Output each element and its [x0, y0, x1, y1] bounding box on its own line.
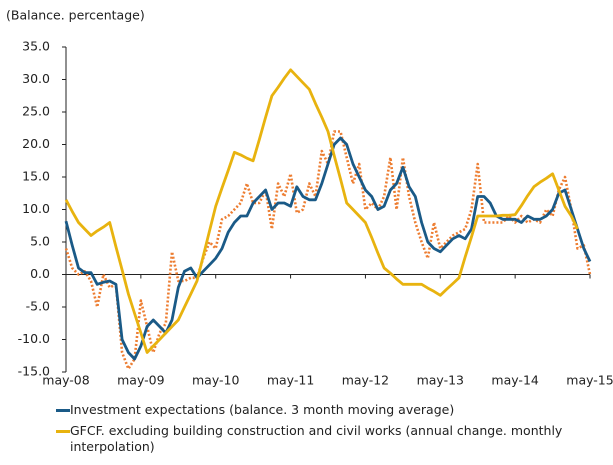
legend-item: GFCF. excluding building construction an… — [56, 423, 606, 455]
chart: (Balance. percentage) -15.0 -10.0 -5.0 0.0 5… — [6, 8, 613, 388]
y-tick-label: 25.0 — [22, 104, 50, 119]
x-tick-label: may-13 — [417, 373, 464, 388]
series-line — [64, 136, 592, 361]
series-line — [64, 68, 579, 354]
y-tick-label: 0.0 — [30, 266, 50, 281]
legend-label: Investment expectations (balance. 3 mont… — [70, 402, 455, 417]
y-tick-label: 20.0 — [22, 136, 50, 151]
x-tick-label: may-15 — [566, 373, 613, 388]
y-tick-label: 35.0 — [22, 39, 50, 54]
y-tick-label: -10.0 — [18, 331, 50, 346]
x-tick-label: may-14 — [491, 373, 538, 388]
x-tick-label: may-09 — [117, 373, 164, 388]
x-tick-label: may-12 — [342, 373, 389, 388]
x-tick-label: may-10 — [192, 373, 239, 388]
x-tick-label: may-08 — [42, 373, 89, 388]
y-tick-label: -5.0 — [26, 299, 50, 314]
legend: Investment expectations (balance. 3 mont… — [56, 402, 606, 460]
legend-item: Investment expectations (balance. 3 mont… — [56, 402, 606, 418]
y-tick-label: 30.0 — [22, 71, 50, 86]
y-tick-label: 10.0 — [22, 201, 50, 216]
legend-swatch — [56, 409, 70, 412]
legend-label: GFCF. excluding building construction an… — [70, 423, 563, 454]
y-axis-label: (Balance. percentage) — [6, 8, 145, 23]
y-tick-label: -15.0 — [18, 364, 50, 379]
x-tick-label: may-11 — [267, 373, 314, 388]
y-tick-label: 5.0 — [30, 234, 50, 249]
legend-swatch — [56, 430, 70, 433]
y-tick-label: 15.0 — [22, 169, 50, 184]
